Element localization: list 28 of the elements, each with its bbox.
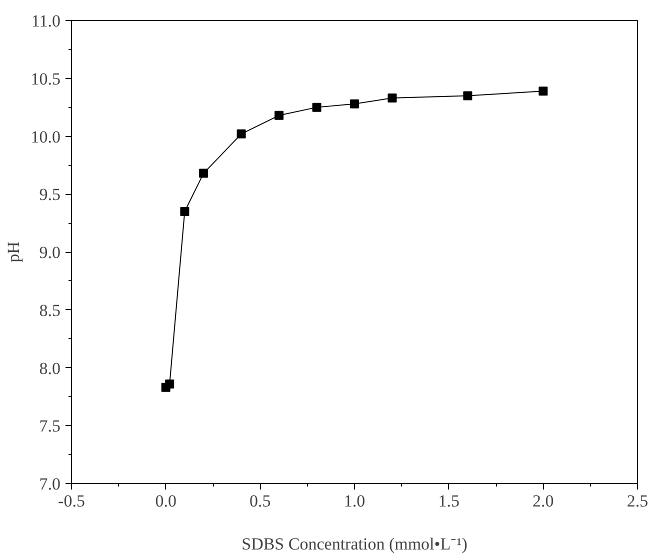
y-tick-label: 10.5 bbox=[30, 69, 60, 88]
x-tick-label: -0.5 bbox=[58, 492, 85, 510]
y-tick-label: 9.0 bbox=[39, 243, 60, 262]
point bbox=[463, 91, 472, 100]
point bbox=[236, 129, 246, 138]
x-tick-label: 2.5 bbox=[626, 492, 648, 510]
y-tick-label: 11.0 bbox=[31, 12, 61, 30]
x-tick-label: 0.0 bbox=[155, 492, 176, 510]
point bbox=[165, 379, 174, 388]
y-tick-label: 9.5 bbox=[39, 185, 60, 204]
y-axis-title: pH bbox=[4, 242, 23, 262]
y-tick-label: 8.5 bbox=[39, 300, 60, 320]
y-tick-label: 7.5 bbox=[39, 416, 60, 436]
y-tick-label: 10.0 bbox=[30, 127, 60, 146]
point bbox=[274, 110, 284, 120]
y-tick-label: 7.0 bbox=[39, 474, 60, 494]
point bbox=[538, 86, 548, 96]
x-tick-label: 0.5 bbox=[250, 492, 271, 510]
x-tick-label: 2.0 bbox=[532, 492, 554, 510]
point bbox=[312, 102, 322, 112]
x-tick-label: 1.0 bbox=[344, 492, 366, 510]
x-axis-title: SDBS Concentration (mmol•L⁻¹) bbox=[242, 534, 468, 554]
y-tick-label: 8.0 bbox=[39, 358, 60, 378]
point bbox=[199, 168, 208, 178]
point bbox=[350, 99, 359, 108]
x-tick-label: 1.5 bbox=[438, 492, 460, 510]
point bbox=[180, 206, 190, 216]
point bbox=[388, 94, 397, 103]
